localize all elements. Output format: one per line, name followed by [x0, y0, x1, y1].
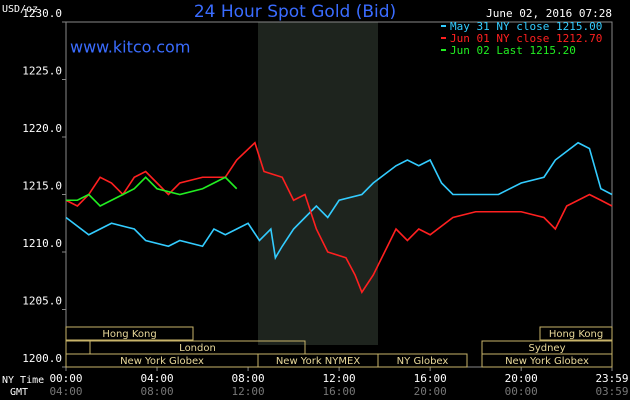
y-axis-label: USD/oz — [2, 4, 38, 15]
legend-label: May 31 NY close 1215.00 — [450, 20, 602, 33]
x-tick-label: 20:00 — [505, 372, 538, 385]
session-label: New York Globex — [505, 356, 589, 367]
legend-swatch — [441, 37, 446, 39]
website: www.kitco.com — [70, 38, 190, 57]
x-tick-label: 04:00 — [140, 372, 173, 385]
x2-tick-label: 04:00 — [49, 385, 82, 398]
x2-tick-label: 03:59 — [595, 385, 628, 398]
chart-title: 24 Hour Spot Gold (Bid) — [194, 2, 396, 22]
y-tick-label: 1215.0 — [22, 180, 62, 193]
session-box — [539, 326, 613, 341]
x-tick-label: 12:00 — [323, 372, 356, 385]
nymex-shade — [258, 22, 378, 345]
x-tick-label: 08:00 — [232, 372, 265, 385]
session-label: Hong Kong — [549, 329, 603, 340]
y-tick-label: 1225.0 — [22, 65, 62, 78]
session-box — [377, 353, 468, 368]
x-tick-label: 23:59 — [595, 372, 628, 385]
y-tick-label: 1220.0 — [22, 122, 62, 135]
session-label: Hong Kong — [102, 329, 156, 340]
x2-tick-label: 12:00 — [232, 385, 265, 398]
legend-label: Jun 01 NY close 1212.70 — [450, 32, 602, 45]
session-box — [65, 326, 194, 341]
x-axis-label: NY Time — [2, 375, 44, 386]
session-label: NY Globex — [397, 356, 449, 367]
x2-tick-label: 20:00 — [414, 385, 447, 398]
session-label: New York NYMEX — [276, 356, 361, 367]
legend-label: Jun 02 Last 1215.20 — [450, 44, 576, 57]
x2-tick-label: 08:00 — [140, 385, 173, 398]
session-box — [65, 340, 91, 355]
x2-tick-label: 00:00 — [505, 385, 538, 398]
legend-swatch — [441, 25, 446, 27]
x-tick-label: 16:00 — [414, 372, 447, 385]
y-tick-label: 1210.0 — [22, 237, 62, 250]
session-label: Sydney — [528, 343, 565, 354]
x-tick-label: 00:00 — [49, 372, 82, 385]
x2-tick-label: 16:00 — [323, 385, 356, 398]
x2-axis-label: GMT — [10, 387, 28, 398]
y-tick-label: 1200.0 — [22, 352, 62, 365]
price-line — [65, 141, 613, 294]
timestamp: June 02, 2016 07:28 — [486, 7, 612, 20]
y-tick-label: 1230.0 — [22, 7, 62, 20]
session-label: London — [179, 343, 216, 354]
price-line — [66, 176, 238, 207]
session-box — [481, 353, 613, 368]
session-label: New York Globex — [120, 356, 204, 367]
legend-swatch — [441, 49, 446, 51]
price-line — [65, 141, 613, 261]
y-tick-label: 1205.0 — [22, 295, 62, 308]
